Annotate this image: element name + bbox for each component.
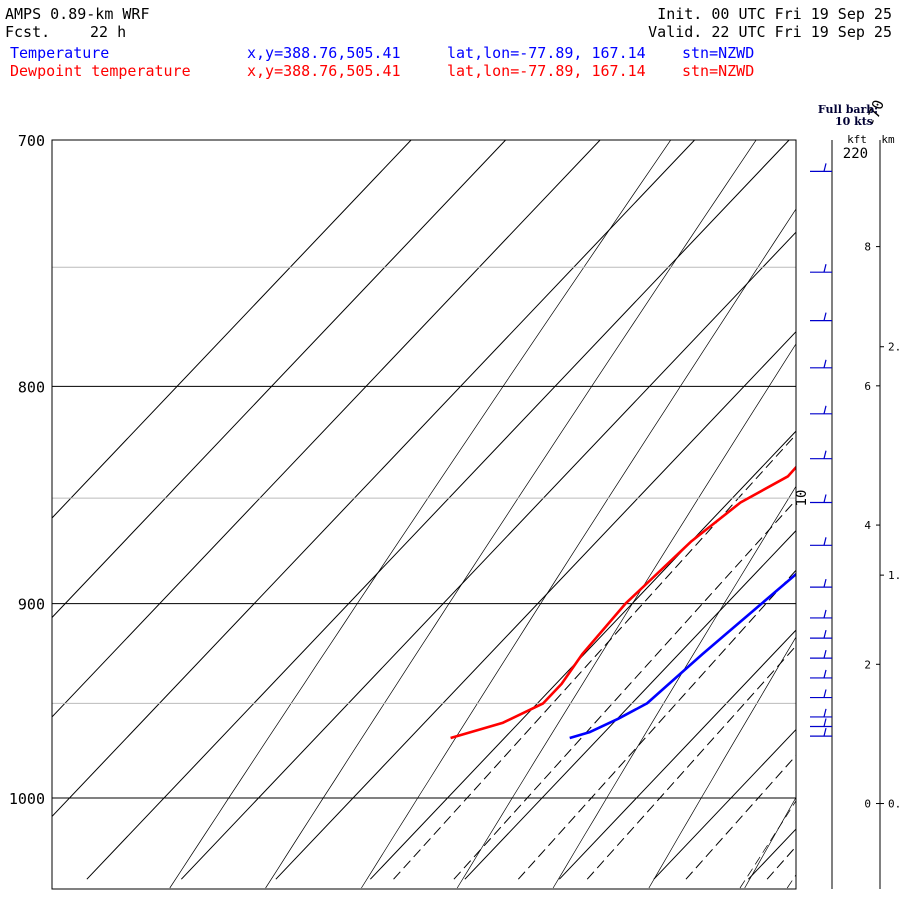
dry-adiabat-line <box>361 208 796 889</box>
mixing-ratio-line <box>517 569 796 880</box>
dry-adiabat-line <box>552 485 796 889</box>
wind-barb <box>810 689 832 699</box>
forecast-label: Fcst. <box>5 23 51 41</box>
legend-temperature-label: Temperature <box>10 44 110 62</box>
isotherm-line <box>369 430 796 880</box>
wind-barb-flag <box>823 689 827 698</box>
dry-adiabat-label: 220 <box>843 146 868 162</box>
plot-frame <box>51 139 797 890</box>
legend-temperature-station: stn=NZWD <box>682 44 755 62</box>
isotherm-line <box>275 330 796 880</box>
mixing-ratio-line <box>453 499 796 880</box>
kft-axis-label: kft <box>847 133 867 146</box>
wind-barb-flag <box>823 630 827 639</box>
wind-barb <box>810 579 832 588</box>
moist-adiabat-label: 10 <box>794 490 810 507</box>
forecast-hour: 22 h <box>90 23 127 41</box>
wind-barb <box>810 450 832 460</box>
wind-barb <box>810 494 832 504</box>
legend-dewpoint-latlon: lat,lon=-77.89, 167.14 <box>447 62 646 80</box>
isotherm-line <box>180 231 796 880</box>
km-axis-label: km <box>881 133 895 146</box>
wind-barb-flag <box>823 669 827 679</box>
valid-time: Valid. 22 UTC Fri 19 Sep 25 <box>648 23 892 41</box>
wind-barb <box>810 537 832 546</box>
wind-barb <box>810 708 832 718</box>
isotherm-line <box>52 140 412 519</box>
dry-adiabat-line <box>648 636 796 889</box>
wind-barb-flag <box>823 312 827 321</box>
wind-barb-flag <box>823 494 827 503</box>
mixing-ratio-line <box>685 754 796 880</box>
wind-barb <box>810 718 832 728</box>
wind-barb-flag <box>823 537 827 546</box>
isotherm-line <box>52 140 695 818</box>
kft-tick-label: 4 <box>864 519 871 532</box>
temperature-profile-line <box>569 572 796 740</box>
wind-barb <box>810 650 832 659</box>
legend-temperature-latlon: lat,lon=-77.89, 167.14 <box>447 44 646 62</box>
pressure-tick-label: 1000 <box>9 790 45 808</box>
wind-barb-flag <box>823 609 827 619</box>
init-time: Init. 00 UTC Fri 19 Sep 25 <box>657 5 892 23</box>
kft-tick-label: 2 <box>864 658 871 671</box>
kft-tick-label: 8 <box>864 241 871 254</box>
isotherm-line <box>653 728 796 880</box>
wind-barb-flag <box>823 727 827 737</box>
dry-adiabat-line <box>265 140 757 889</box>
model-title: AMPS 0.89-km WRF <box>5 5 150 23</box>
wind-barb <box>810 727 832 737</box>
wind-barb-flag <box>823 708 827 718</box>
wind-barb <box>810 359 832 369</box>
isotherm-line <box>52 140 601 718</box>
dewpoint-profile-line <box>450 465 796 740</box>
legend-dewpoint-station: stn=NZWD <box>682 62 755 80</box>
moist-adiabat-line <box>739 800 796 889</box>
isotherm-line <box>86 140 790 880</box>
dry-adiabat-line <box>841 114 900 889</box>
wind-barb <box>810 264 832 273</box>
pressure-tick-label: 900 <box>18 596 45 614</box>
isotherm-line <box>558 629 796 880</box>
km-tick-label: 0. <box>888 798 900 811</box>
wind-barb <box>810 312 832 322</box>
wind-barb-flag <box>823 405 827 414</box>
isotherm-line <box>464 529 796 880</box>
wind-barb-flag <box>823 359 827 368</box>
wind-barb <box>810 669 832 679</box>
pressure-tick-label: 700 <box>18 132 45 150</box>
wind-barb-flag <box>823 650 827 659</box>
isotherm-line <box>747 828 796 880</box>
wind-barb-flag <box>823 579 827 588</box>
dry-adiabat-line <box>744 796 796 889</box>
kft-tick-label: 6 <box>864 380 871 393</box>
wind-panel-subtitle: 10 kts <box>835 115 873 128</box>
legend-dewpoint-xy: x,y=388.76,505.41 <box>247 62 401 80</box>
wind-barb <box>810 630 832 639</box>
isotherm-line <box>52 140 506 619</box>
legend-dewpoint-label: Dewpoint temperature <box>10 62 191 80</box>
wind-panel-title: Full barb: <box>818 103 878 116</box>
wind-barb <box>810 609 832 619</box>
kft-tick-label: 0 <box>864 798 871 811</box>
dry-adiabat-line <box>456 343 796 889</box>
km-tick-label: 2. <box>888 341 900 354</box>
wind-barb-flag <box>823 163 827 172</box>
wind-barb <box>810 405 832 415</box>
moist-adiabat-line <box>882 114 900 889</box>
moist-adiabat-line <box>835 114 900 889</box>
wind-barb-flag <box>823 718 827 727</box>
dry-adiabat-line <box>169 140 672 889</box>
mixing-ratio-line <box>393 433 796 880</box>
mixing-ratio-line <box>586 645 796 880</box>
wind-barb <box>810 163 832 172</box>
pressure-tick-label: 800 <box>18 378 45 396</box>
legend-temperature-xy: x,y=388.76,505.41 <box>247 44 401 62</box>
km-tick-label: 1. <box>888 569 900 582</box>
wind-barb-flag <box>823 450 827 459</box>
isotherm-line <box>843 140 900 879</box>
wind-barb-flag <box>823 264 827 273</box>
